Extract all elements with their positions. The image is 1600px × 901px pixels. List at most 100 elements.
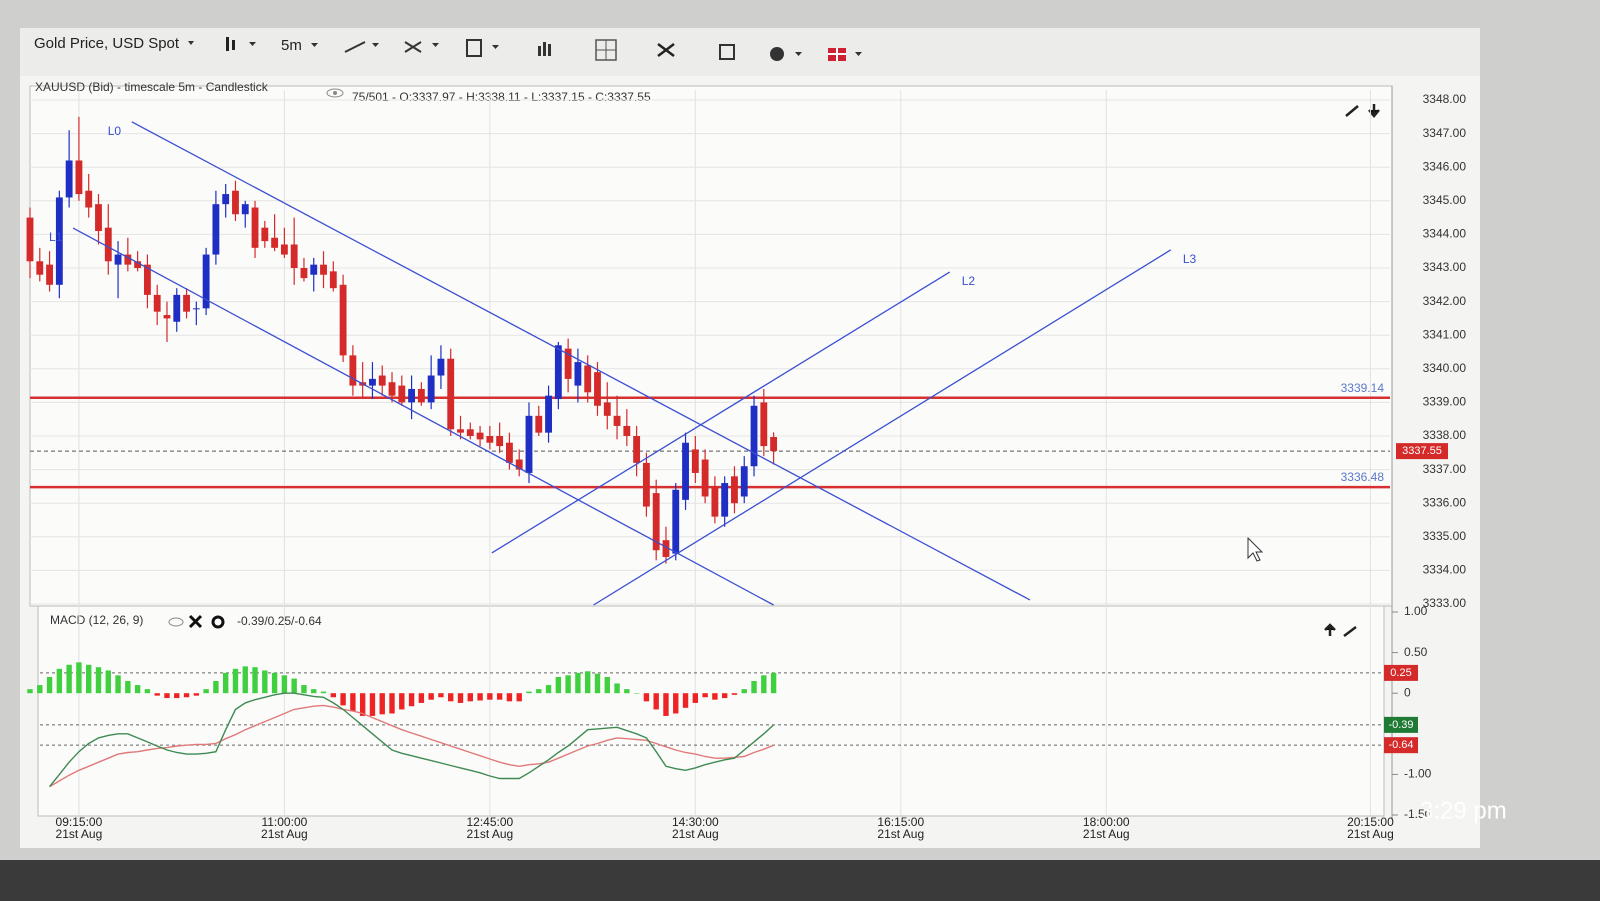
- x-tick-label: 09:15:00: [56, 815, 103, 829]
- macd-histogram-bar: [311, 689, 317, 694]
- candle-body: [613, 415, 621, 426]
- language-button[interactable]: [828, 48, 862, 61]
- chart-type-button[interactable]: [226, 37, 256, 51]
- candle-body: [476, 432, 484, 440]
- macd-histogram-bar: [428, 693, 434, 700]
- theme-button[interactable]: [770, 47, 802, 61]
- fullscreen-button[interactable]: [657, 43, 675, 57]
- dropdown-arrow: [188, 41, 194, 45]
- visibility-icon[interactable]: [326, 88, 344, 98]
- candle-body: [417, 388, 425, 403]
- shape-button[interactable]: [466, 39, 499, 57]
- candle-body: [241, 204, 249, 215]
- macd-histogram-bar: [673, 693, 679, 714]
- trendline-label: L0: [108, 124, 122, 138]
- x-tick-label: 12:45:00: [466, 815, 513, 829]
- symbol-select[interactable]: Gold Price, USD Spot: [34, 35, 180, 52]
- candle-body: [682, 442, 689, 500]
- macd-badge-label: -0.39: [1388, 719, 1413, 731]
- candle-body: [496, 436, 504, 447]
- x-tick-label: 18:00:00: [1083, 815, 1130, 829]
- y-tick-label: -1.50: [1404, 807, 1432, 821]
- timeframe-select[interactable]: 5m: [281, 37, 302, 54]
- y-tick-label: -1.00: [1404, 767, 1432, 781]
- macd-histogram-bar: [262, 670, 268, 694]
- price-title: XAUUSD (Bid) - timescale 5m - Candlestic…: [35, 80, 269, 94]
- candle-body: [104, 227, 112, 262]
- candle-body: [427, 375, 435, 403]
- draw-line-button[interactable]: [344, 41, 379, 53]
- macd-controls[interactable]: [168, 614, 225, 629]
- crop-button[interactable]: [719, 44, 735, 60]
- macd-histogram-bar: [545, 685, 552, 694]
- indicator-button[interactable]: [404, 41, 439, 53]
- trendline-label: L1: [49, 230, 63, 244]
- candle-body: [388, 382, 396, 396]
- candle-body: [36, 261, 44, 275]
- signal-line: [49, 704, 774, 788]
- candle-body: [192, 308, 200, 310]
- panel-controls[interactable]: [1345, 104, 1380, 118]
- x-tick-label: 16:15:00: [877, 815, 924, 829]
- macd-histogram-bar: [144, 689, 151, 694]
- candle-body: [545, 395, 552, 433]
- macd-histogram-bar: [585, 671, 591, 694]
- candle-body: [329, 271, 337, 289]
- macd-histogram-bar: [379, 693, 385, 715]
- macd-histogram-bar: [467, 693, 473, 702]
- macd-histogram-bar: [66, 664, 72, 694]
- macd-histogram-bar: [193, 693, 200, 696]
- candle-body: [85, 190, 93, 208]
- candle-body: [95, 204, 102, 232]
- macd-histogram-bar: [438, 693, 444, 698]
- macd-badge: [1384, 737, 1418, 754]
- macd-histogram-bar: [56, 668, 63, 694]
- candle-body: [457, 429, 464, 433]
- y-tick-label: 3339.00: [1423, 395, 1467, 409]
- macd-histogram-bar: [624, 689, 630, 694]
- toolbar: [20, 28, 1480, 76]
- macd-histogram-bar: [281, 675, 288, 694]
- candle-body: [721, 483, 729, 517]
- candle-body: [75, 160, 83, 195]
- macd-histogram-bar: [27, 689, 33, 694]
- x-tick-date: 21st Aug: [261, 827, 308, 841]
- y-tick-label: 0.50: [1404, 645, 1428, 659]
- candle-body: [251, 207, 259, 248]
- macd-histogram-bar: [643, 693, 650, 702]
- trendline: [593, 249, 1172, 606]
- macd-histogram-bar: [154, 693, 160, 696]
- candle-body: [65, 160, 73, 198]
- current-price-badge: [1396, 443, 1448, 460]
- candle-body: [642, 462, 650, 507]
- macd-histogram-bar: [203, 689, 209, 694]
- y-tick-label: 3338.00: [1423, 428, 1467, 442]
- macd-histogram-bar: [320, 691, 327, 694]
- y-tick-label: 3344.00: [1423, 227, 1467, 241]
- macd-histogram-bar: [271, 672, 278, 694]
- macd-histogram-bar: [408, 693, 415, 707]
- candle-body: [290, 244, 298, 268]
- candle-body: [486, 436, 494, 443]
- candle-body: [760, 402, 768, 447]
- candle-body: [271, 237, 279, 248]
- layout-button[interactable]: [595, 39, 617, 61]
- y-tick-label: 0: [1404, 685, 1411, 699]
- trendline: [131, 121, 1031, 601]
- trendline: [72, 227, 774, 606]
- macd-histogram-bar: [330, 693, 336, 698]
- y-tick-label: 3333.00: [1423, 596, 1467, 610]
- macd-panel-controls[interactable]: [1324, 623, 1357, 637]
- candle-body: [202, 254, 210, 309]
- candle-body: [143, 264, 151, 295]
- candle-body: [662, 540, 670, 557]
- macd-histogram-bar: [115, 675, 121, 694]
- macd-histogram-bar: [731, 693, 738, 695]
- volume-button[interactable]: [538, 42, 551, 56]
- macd-histogram-bar: [399, 693, 405, 710]
- x-tick-date: 21st Aug: [1083, 827, 1130, 841]
- x-tick-label: 20:15:00: [1347, 815, 1394, 829]
- macd-histogram-bar: [594, 673, 601, 694]
- macd-histogram-bar: [721, 693, 728, 699]
- candle-body: [46, 264, 53, 285]
